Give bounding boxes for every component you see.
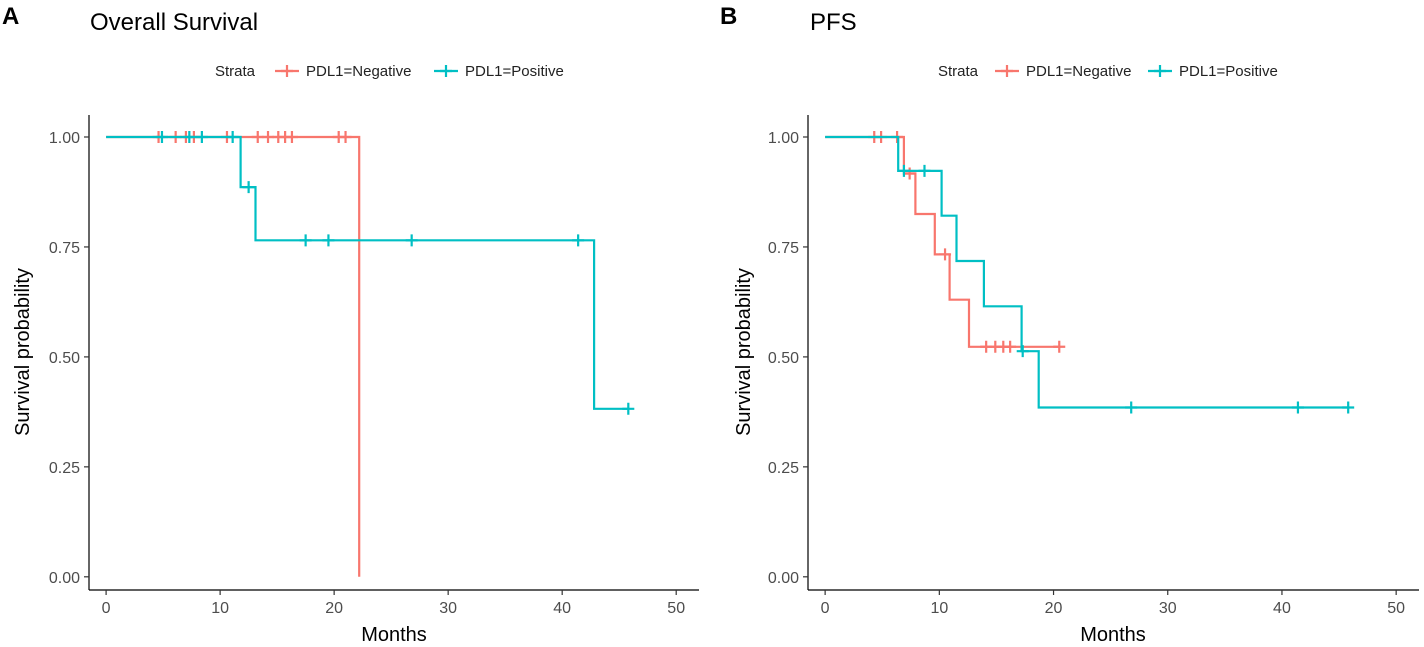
panel-a-letter: A — [2, 3, 19, 30]
panel-b-title: PFS — [810, 9, 857, 36]
panel-b-curve-positive — [825, 135, 1350, 409]
panel-a-legend-key-positive-plus — [440, 65, 452, 77]
panel-a-title: Overall Survival — [90, 9, 258, 36]
panel-a-censor-mark-positive — [405, 234, 418, 247]
panel-b-x-tick-label: 10 — [930, 600, 948, 617]
panel-b-x-axis-title: Months — [1080, 624, 1146, 646]
panel-b-censor-mark-positive — [918, 164, 931, 177]
panel-b-legend-label-positive: PDL1=Positive — [1179, 63, 1278, 80]
panel-b-legend-label-negative: PDL1=Negative — [1026, 63, 1131, 80]
panel-b-legend-key-positive-plus — [1154, 65, 1166, 77]
panel-b-plot-area: 0.00 0.25 0.50 0.75 1.00 0 10 20 30 40 50 — [768, 115, 1419, 617]
panel-b-censor-mark-negative — [1053, 340, 1066, 353]
panel-a-x-tick-label: 30 — [439, 600, 457, 617]
panel-b-legend-title: Strata — [938, 63, 979, 80]
panel-b-x-tick-label: 50 — [1387, 600, 1405, 617]
panel-b-y-tick-label: 1.00 — [768, 130, 799, 147]
panel-b-y-tick-label: 0.25 — [768, 460, 799, 477]
panel-a-censor-mark-negative — [339, 130, 352, 143]
panel-a-plot-area: 0.00 0.25 0.50 0.75 1.00 0 10 20 30 40 50 — [49, 115, 699, 617]
panel-b-censor-mark-positive — [1291, 401, 1304, 414]
panel-b-x-tick-label: 20 — [1045, 600, 1063, 617]
panel-a-legend-label-negative: PDL1=Negative — [306, 63, 411, 80]
panel-a-censor-mark-positive — [226, 130, 239, 143]
panel-b-y-tick-label: 0.75 — [768, 240, 799, 257]
panel-a-x-tick-label: 10 — [211, 600, 229, 617]
panel-a-censor-mark-positive — [183, 130, 196, 143]
panel-b-censor-mark-negative — [1004, 340, 1017, 353]
panel-a-y-tick-label: 1.00 — [49, 130, 80, 147]
panel-a-y-tick-label: 0.75 — [49, 240, 80, 257]
panel-a-y-tick-label: 0.00 — [49, 570, 80, 587]
panel-a-censor-mark-negative — [285, 130, 298, 143]
panel-a-censor-mark-negative — [262, 130, 275, 143]
panel-a-censor-mark-positive — [195, 130, 208, 143]
panel-a-legend: Strata PDL1=Negative PDL1=Positive — [215, 63, 564, 80]
panel-a-x-tick-label: 0 — [102, 600, 111, 617]
panel-a-legend-title: Strata — [215, 63, 256, 80]
panel-a-censor-mark-positive — [242, 181, 255, 194]
panel-b-censor-mark-positive — [897, 164, 910, 177]
panel-a-legend-key-negative-plus — [281, 65, 293, 77]
panel-b-censor-mark-positive — [1016, 345, 1029, 358]
panel-a-censor-mark-positive — [299, 234, 312, 247]
panel-b-censor-mark-positive — [1125, 401, 1138, 414]
panel-a-y-tick-label: 0.25 — [49, 460, 80, 477]
panel-b-y-axis-title: Survival probability — [733, 268, 755, 436]
panel-b-censor-mark-positive — [1342, 401, 1355, 414]
panel-a: A Overall Survival Strata PDL1=Negative … — [2, 3, 699, 646]
panel-a-y-axis-title: Survival probability — [12, 268, 34, 436]
panel-a-censor-mark-positive — [572, 234, 585, 247]
panel-b-censor-mark-negative — [903, 167, 916, 180]
panel-b-legend-key-negative-plus — [1001, 65, 1013, 77]
panel-a-censor-mark-negative — [251, 130, 264, 143]
panel-a-x-tick-label: 40 — [553, 600, 571, 617]
panel-b: B PFS Strata PDL1=Negative PDL1=Positive… — [720, 3, 1419, 646]
panel-a-legend-label-positive: PDL1=Positive — [465, 63, 564, 80]
panel-a-y-tick-label: 0.50 — [49, 350, 80, 367]
panel-a-censor-mark-positive — [155, 130, 168, 143]
panel-b-y-tick-label: 0.50 — [768, 350, 799, 367]
panel-b-x-tick-label: 40 — [1273, 600, 1291, 617]
panel-b-curve-negative — [825, 135, 1061, 348]
panel-b-x-tick-label: 30 — [1159, 600, 1177, 617]
panel-a-curve-positive — [106, 135, 630, 410]
panel-a-curve-negative — [106, 135, 361, 577]
panel-a-x-tick-label: 20 — [325, 600, 343, 617]
panel-b-censor-mark-negative — [939, 248, 952, 261]
panel-a-censor-mark-positive — [622, 402, 635, 415]
panel-b-y-tick-label: 0.00 — [768, 570, 799, 587]
panel-a-x-tick-label: 50 — [667, 600, 685, 617]
panel-a-censor-mark-positive — [322, 234, 335, 247]
panel-b-legend: Strata PDL1=Negative PDL1=Positive — [938, 63, 1278, 80]
panel-a-x-axis-title: Months — [361, 624, 427, 646]
panel-b-letter: B — [720, 3, 737, 30]
panel-b-x-tick-label: 0 — [821, 600, 830, 617]
